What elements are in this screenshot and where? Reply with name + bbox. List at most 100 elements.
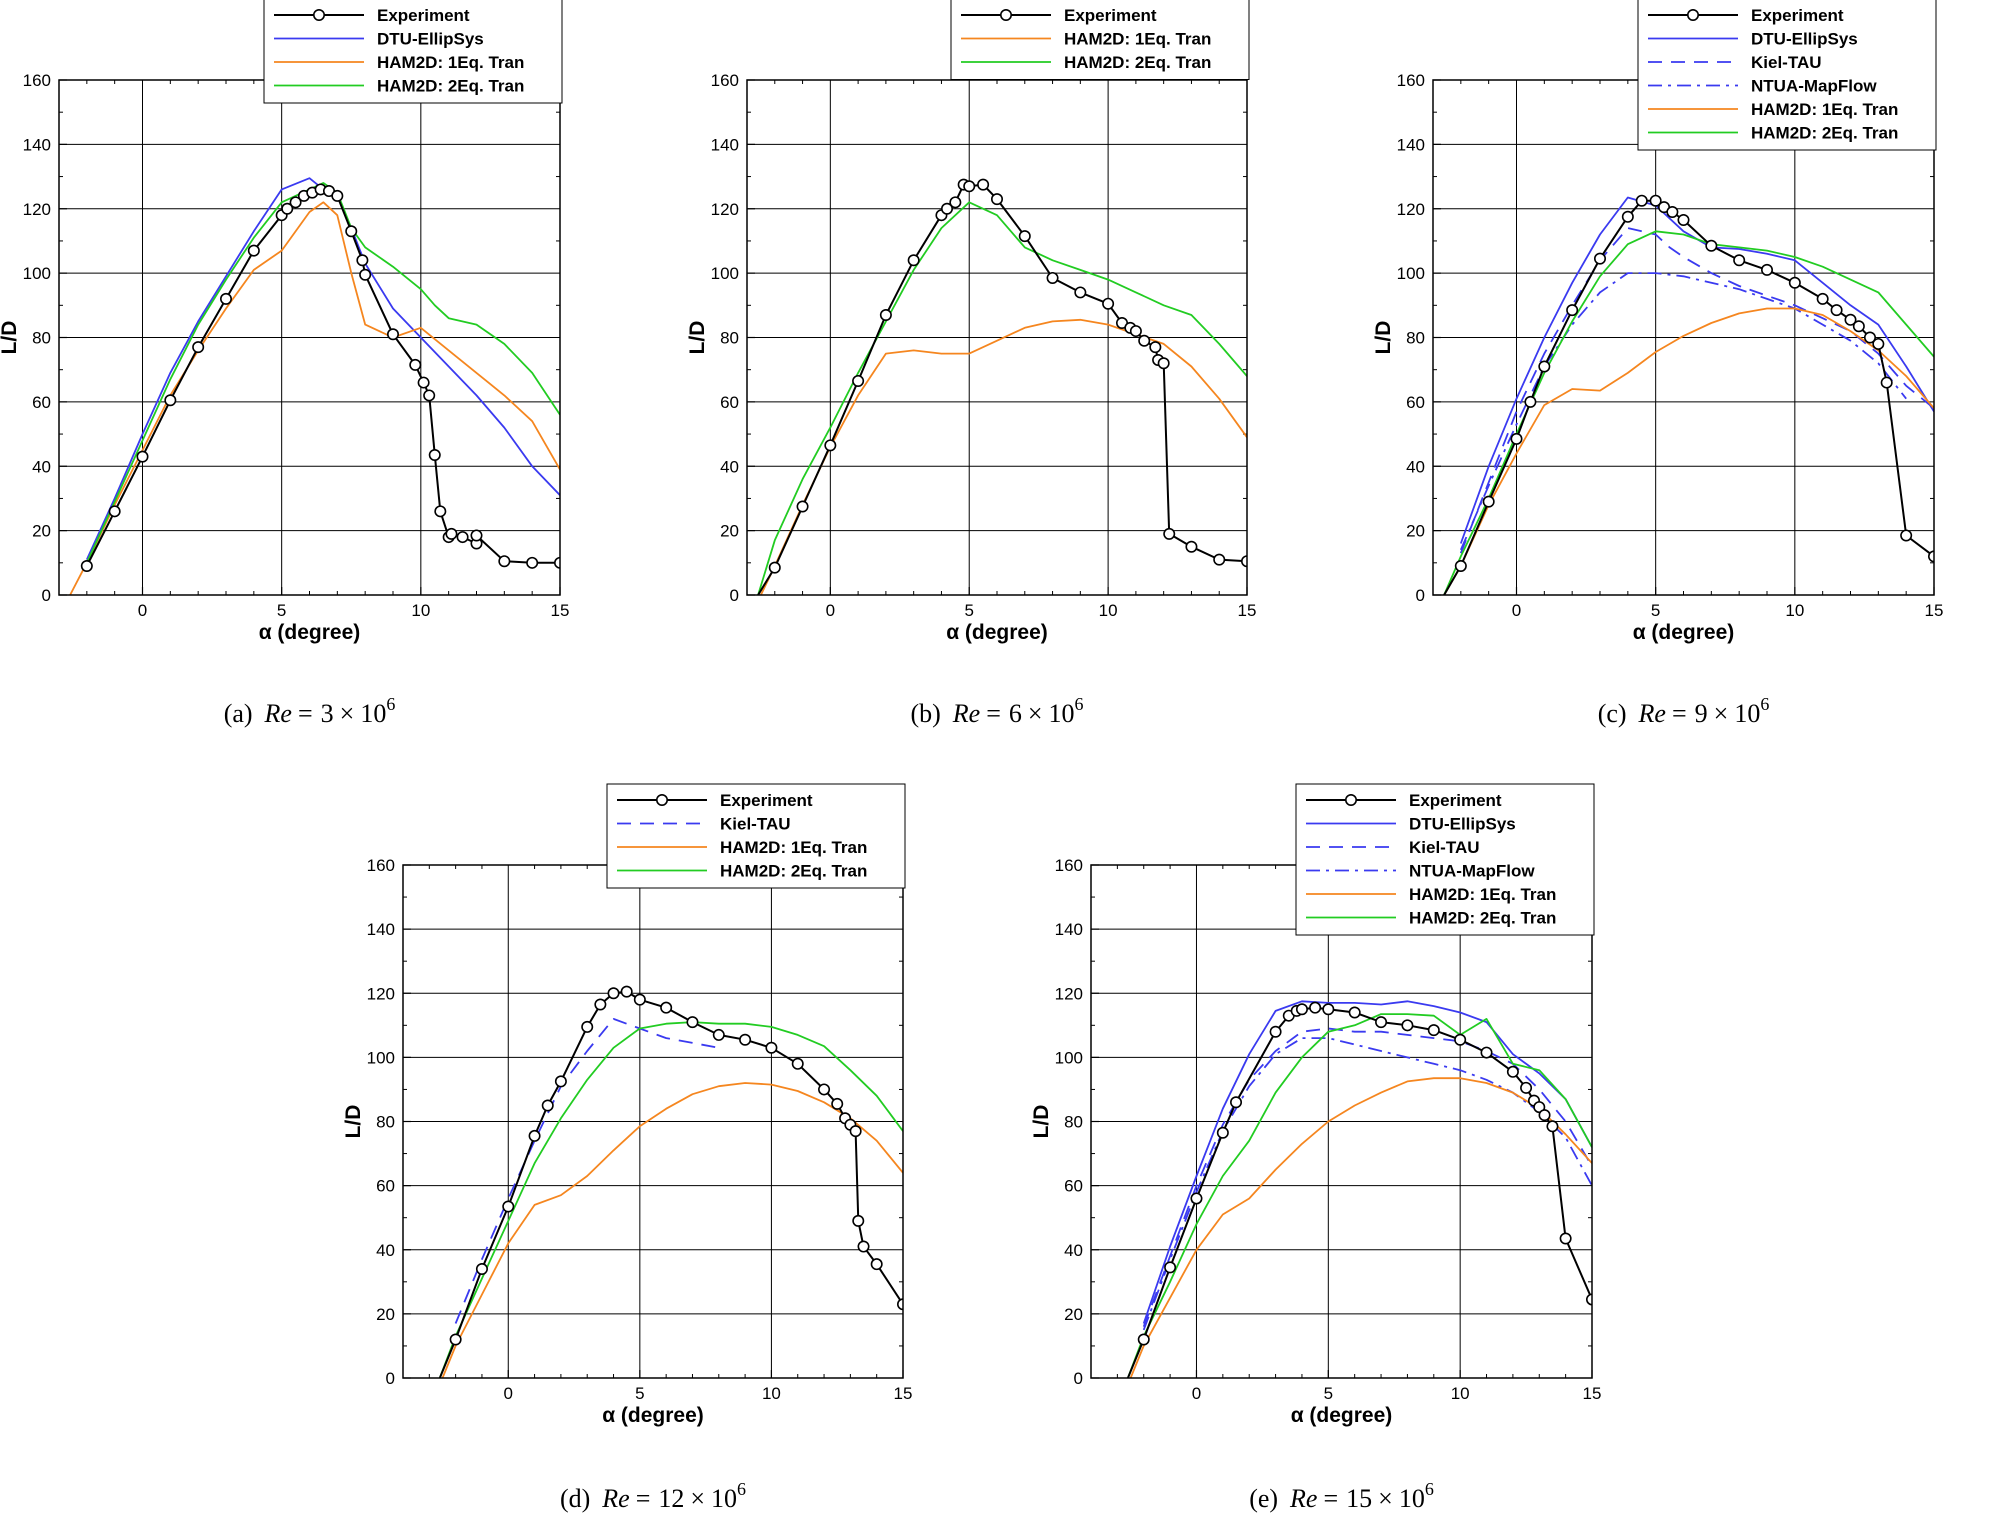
experiment-marker [1863,331,1876,344]
experiment-marker [1844,313,1857,326]
experiment-marker [857,1240,870,1253]
caption-reynolds: Re [1289,1484,1317,1513]
series-group [1443,194,1934,595]
x-tick-label: 0 [138,601,147,620]
x-axis-label: α (degree) [1633,621,1735,644]
x-tick-label: 0 [504,1384,513,1403]
experiment-marker [1594,252,1607,265]
legend-marker [1687,9,1700,21]
experiment-marker [80,560,93,573]
caption-value: 6 [1009,699,1022,728]
legend: Experiment DTU-EllipSys Kiel-TAU NTUA-MapFl… [1295,783,1595,936]
caption-label: (b) [910,699,940,728]
experiment-marker [1185,540,1198,553]
experiment-marker [1269,1025,1282,1038]
experiment-marker [409,358,422,371]
x-tick-label: 5 [635,1384,644,1403]
caption-label: (c) [1598,699,1627,728]
caption-times: × [1714,699,1729,728]
experiment-marker [1074,286,1087,299]
experiment-marker [289,196,302,209]
y-tick-label: 80 [720,329,739,348]
y-axis-label: L/D [1372,321,1395,355]
experiment-marker [1046,271,1059,284]
experiment-marker [1524,395,1537,408]
y-tick-label: 80 [376,1113,395,1132]
caption-reynolds: Re [264,699,292,728]
experiment-marker [940,202,953,215]
experiment-marker [1375,1016,1388,1029]
experiment-marker [386,328,399,341]
legend-label: HAM2D: 1Eq. Tran [377,53,524,72]
y-axis-label: L/D [1030,1105,1053,1139]
y-tick-label: 40 [1406,457,1425,476]
x-tick-label: 5 [964,601,973,620]
subfigure-caption: (c) Re = 9 × 106 [1598,694,1770,728]
y-tick-label: 160 [23,71,51,90]
caption-value: 15 [1346,1484,1372,1513]
experiment-marker [541,1099,554,1112]
experiment-marker [192,341,205,354]
legend-label: Kiel-TAU [720,815,791,834]
experiment-marker [475,1262,488,1275]
x-tick-label: 10 [762,1384,781,1403]
y-tick-label: 100 [1397,264,1425,283]
experiment-marker [1872,337,1885,350]
x-tick-label: 15 [894,1384,913,1403]
experiment-marker [1309,1001,1322,1014]
experiment-marker [1816,292,1829,305]
y-tick-label: 40 [376,1241,395,1260]
experiment-marker [1138,334,1151,347]
experiment-marker [220,292,233,305]
y-tick-label: 60 [376,1177,395,1196]
experiment-marker [633,993,646,1006]
experiment-marker [1705,239,1718,252]
x-tick-label: 0 [1512,601,1521,620]
caption-equals: = [1672,699,1687,728]
legend-label: Kiel-TAU [1751,53,1822,72]
legend-marker [1345,793,1358,806]
y-tick-label: 40 [32,457,51,476]
experiment-marker [417,376,430,389]
experiment-marker [108,505,121,518]
y-tick-label: 160 [1055,856,1083,875]
experiment-marker [620,985,633,998]
caption-exponent: 6 [737,1479,746,1499]
experiment-marker [445,527,458,540]
y-tick-label: 0 [42,586,51,605]
experiment-marker [164,394,177,407]
y-tick-label: 120 [711,200,739,219]
caption-reynolds: Re [601,1484,629,1513]
experiment-marker [1520,1081,1533,1094]
series-group [438,985,903,1378]
x-tick-label: 5 [277,601,286,620]
caption-equals: = [986,699,1001,728]
y-tick-label: 60 [32,393,51,412]
experiment-marker [949,196,962,209]
x-axis-label: α (degree) [602,1404,704,1427]
experiment-marker [1149,341,1162,354]
series-line-dtu [1142,1000,1592,1324]
experiment-marker [977,178,990,191]
experiment-marker [768,561,781,574]
experiment-marker [660,1001,673,1014]
y-tick-label: 120 [1397,200,1425,219]
series-group [69,177,560,595]
experiment-marker [356,254,369,267]
caption-exponent: 6 [1760,694,1769,714]
legend-label: HAM2D: 2Eq. Tran [1751,124,1898,143]
caption-label: (a) [224,699,253,728]
legend-marker [312,9,325,21]
experiment-marker [1538,1109,1551,1122]
experiment-marker [765,1041,778,1054]
experiment-marker [456,531,469,544]
legend-label: Experiment [720,791,813,810]
y-tick-label: 20 [1406,522,1425,541]
experiment-marker [1213,553,1226,566]
y-tick-label: 20 [32,522,51,541]
legend-label: Experiment [1751,6,1844,25]
y-tick-label: 20 [1064,1305,1083,1324]
caption-label: (e) [1249,1484,1278,1513]
chart-e: 0 20 40 60 80 100 120 140 160 0 5 10 15 α (degree) L/D… [1030,783,1601,1513]
